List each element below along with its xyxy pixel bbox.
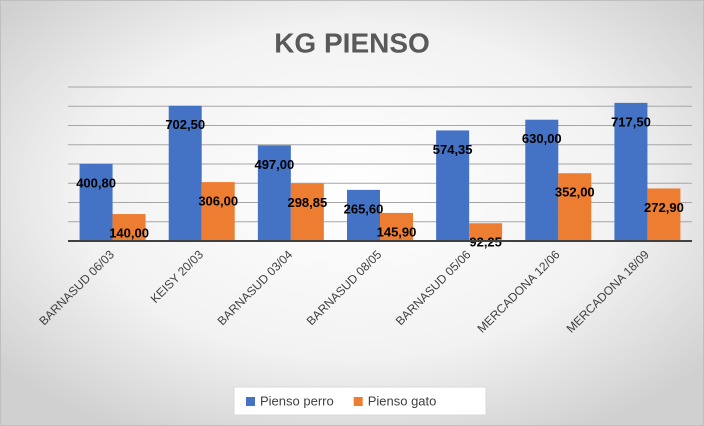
value-label: 702,50	[165, 117, 205, 132]
value-label: 92,25	[469, 235, 502, 250]
value-label: 140,00	[109, 225, 149, 240]
bar	[380, 212, 413, 241]
bar	[201, 182, 235, 241]
bar	[558, 173, 592, 241]
bar	[525, 119, 559, 241]
value-label: 352,00	[555, 185, 595, 200]
value-label: 630,00	[522, 131, 562, 146]
bar	[436, 130, 470, 241]
value-label: 272,90	[644, 200, 684, 215]
value-label: 306,00	[198, 194, 238, 209]
legend-swatch	[246, 397, 255, 406]
chart-title: KG PIENSO	[274, 27, 430, 58]
value-label: 265,60	[344, 201, 384, 216]
bar	[112, 214, 146, 241]
value-label: 145,90	[377, 224, 417, 239]
bar	[79, 163, 113, 241]
bar	[614, 102, 648, 241]
legend-label: Pienso gato	[368, 393, 437, 408]
bar	[469, 223, 503, 241]
value-label: 400,80	[76, 175, 116, 190]
bar	[168, 105, 202, 241]
bar	[647, 188, 681, 241]
value-label: 574,35	[433, 142, 473, 157]
value-label: 497,00	[254, 157, 294, 172]
value-label: 717,50	[611, 114, 651, 129]
legend-label: Pienso perro	[260, 393, 334, 408]
bar	[257, 145, 291, 241]
legend-swatch	[353, 397, 363, 406]
bar	[347, 189, 380, 241]
value-label: 298,85	[287, 195, 327, 210]
bar	[290, 183, 324, 241]
